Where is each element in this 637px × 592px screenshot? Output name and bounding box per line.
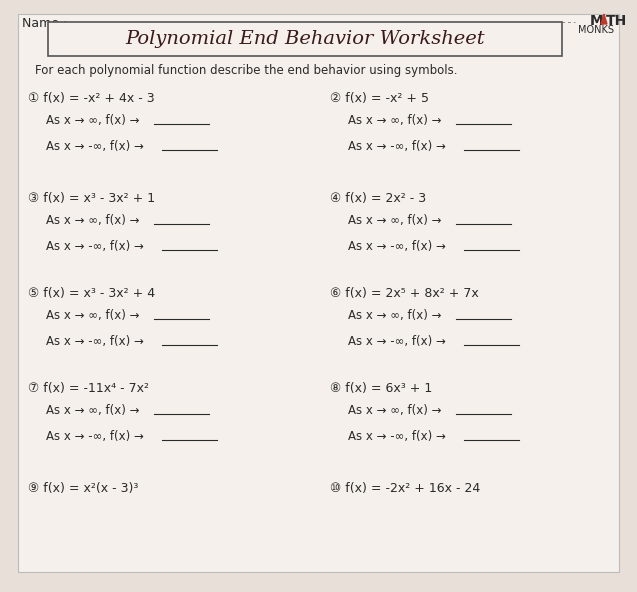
Text: For each polynomial function describe the end behavior using symbols.: For each polynomial function describe th… (35, 64, 457, 77)
Text: As x → -∞, f(x) →: As x → -∞, f(x) → (46, 140, 144, 153)
Text: ⑨ f(x) = x²(x - 3)³: ⑨ f(x) = x²(x - 3)³ (28, 482, 138, 495)
Text: As x → ∞, f(x) →: As x → ∞, f(x) → (46, 214, 140, 227)
Text: As x → ∞, f(x) →: As x → ∞, f(x) → (46, 404, 140, 417)
Text: ① f(x) = -x² + 4x - 3: ① f(x) = -x² + 4x - 3 (28, 92, 155, 105)
Text: ⑩ f(x) = -2x² + 16x - 24: ⑩ f(x) = -2x² + 16x - 24 (330, 482, 480, 495)
Text: M: M (590, 14, 604, 28)
Text: As x → ∞, f(x) →: As x → ∞, f(x) → (46, 309, 140, 322)
Text: As x → -∞, f(x) →: As x → -∞, f(x) → (348, 430, 446, 443)
Text: Polynomial End Behavior Worksheet: Polynomial End Behavior Worksheet (125, 30, 485, 48)
Text: As x → ∞, f(x) →: As x → ∞, f(x) → (348, 214, 441, 227)
Text: ⑥ f(x) = 2x⁵ + 8x² + 7x: ⑥ f(x) = 2x⁵ + 8x² + 7x (330, 287, 479, 300)
Text: As x → ∞, f(x) →: As x → ∞, f(x) → (348, 404, 441, 417)
Text: ② f(x) = -x² + 5: ② f(x) = -x² + 5 (330, 92, 429, 105)
Text: ③ f(x) = x³ - 3x² + 1: ③ f(x) = x³ - 3x² + 1 (28, 192, 155, 205)
Text: ⑧ f(x) = 6x³ + 1: ⑧ f(x) = 6x³ + 1 (330, 382, 433, 395)
Text: As x → -∞, f(x) →: As x → -∞, f(x) → (46, 430, 144, 443)
Text: As x → ∞, f(x) →: As x → ∞, f(x) → (348, 309, 441, 322)
Text: As x → ∞, f(x) →: As x → ∞, f(x) → (348, 114, 441, 127)
Text: ⑤ f(x) = x³ - 3x² + 4: ⑤ f(x) = x³ - 3x² + 4 (28, 287, 155, 300)
Text: As x → -∞, f(x) →: As x → -∞, f(x) → (348, 335, 446, 348)
Text: MONKS: MONKS (578, 25, 614, 35)
Text: As x → -∞, f(x) →: As x → -∞, f(x) → (348, 240, 446, 253)
Text: TH: TH (606, 14, 627, 28)
FancyBboxPatch shape (48, 22, 562, 56)
FancyBboxPatch shape (18, 14, 619, 572)
Text: ⑦ f(x) = -11x⁴ - 7x²: ⑦ f(x) = -11x⁴ - 7x² (28, 382, 149, 395)
Text: As x → -∞, f(x) →: As x → -∞, f(x) → (46, 240, 144, 253)
Text: Name :: Name : (22, 17, 68, 30)
Text: ④ f(x) = 2x² - 3: ④ f(x) = 2x² - 3 (330, 192, 426, 205)
Text: As x → -∞, f(x) →: As x → -∞, f(x) → (46, 335, 144, 348)
Text: As x → -∞, f(x) →: As x → -∞, f(x) → (348, 140, 446, 153)
Polygon shape (601, 14, 607, 24)
Text: As x → ∞, f(x) →: As x → ∞, f(x) → (46, 114, 140, 127)
